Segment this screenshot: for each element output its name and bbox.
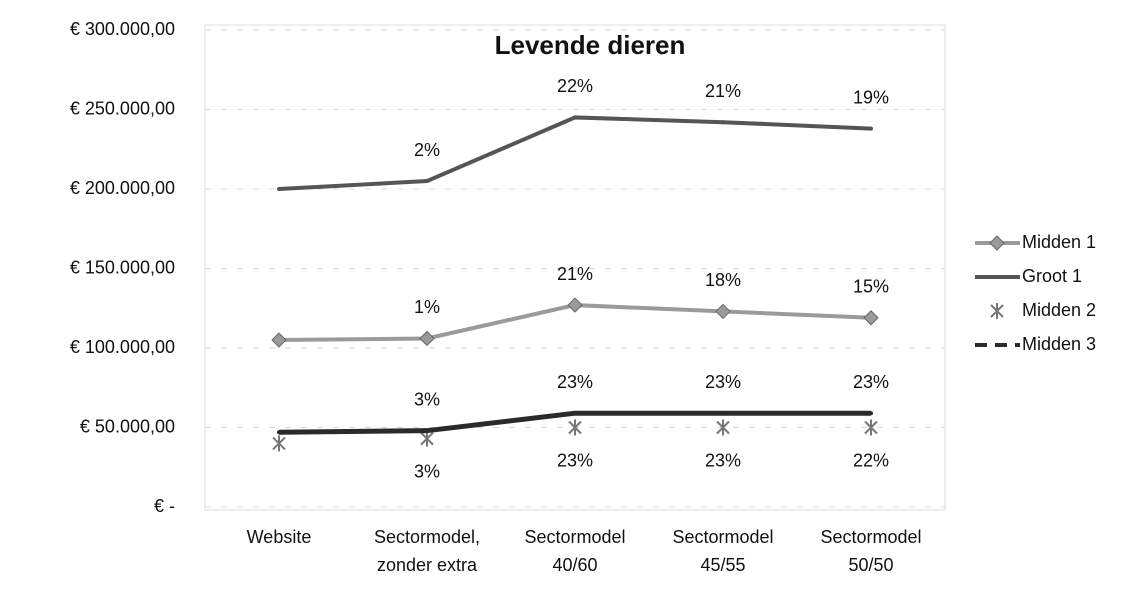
point xyxy=(573,411,577,416)
point xyxy=(721,120,725,125)
data-label: 21% xyxy=(557,264,593,284)
y-tick-label: € 200.000,00 xyxy=(70,178,175,198)
x-tick-label: Sectormodel 40/60 xyxy=(524,527,625,575)
data-label: 23% xyxy=(705,372,741,392)
point xyxy=(425,428,429,433)
data-label: 15% xyxy=(853,277,889,297)
legend-label: Midden 3 xyxy=(1022,334,1096,354)
legend-label: Midden 2 xyxy=(1022,300,1096,320)
point-marker xyxy=(715,303,731,320)
point-marker xyxy=(567,297,583,313)
data-label: 23% xyxy=(853,372,889,392)
point-marker xyxy=(716,419,730,436)
data-label: 21% xyxy=(705,81,741,101)
x-tick-label: Sectormodel 50/50 xyxy=(820,527,921,575)
y-tick-label: € 100.000,00 xyxy=(70,337,175,357)
point-marker xyxy=(419,330,435,347)
point-marker xyxy=(420,430,434,447)
y-tick-label: € 150.000,00 xyxy=(70,257,175,277)
legend-label: Groot 1 xyxy=(1022,266,1082,286)
point xyxy=(573,115,577,120)
legend-label: Midden 1 xyxy=(1022,232,1096,252)
y-tick-label: € 250.000,00 xyxy=(70,98,175,118)
x-tick-label: Sectormodel 45/55 xyxy=(672,527,773,575)
point xyxy=(869,126,873,131)
legend-marker xyxy=(990,303,1004,319)
chart-title: Levende dieren xyxy=(495,30,686,60)
data-label: 23% xyxy=(557,372,593,392)
data-label: 23% xyxy=(705,450,741,470)
data-label: 2% xyxy=(414,140,440,160)
data-label: 23% xyxy=(557,450,593,470)
plot-area xyxy=(204,24,946,511)
data-label: 22% xyxy=(557,76,593,96)
x-tick-label: Sectormodel, zonder extra xyxy=(374,527,480,575)
y-tick-label: € 50.000,00 xyxy=(80,416,175,436)
point-marker xyxy=(863,310,879,326)
point-marker xyxy=(568,419,582,436)
point xyxy=(869,411,873,416)
y-tick-label: € - xyxy=(154,496,175,516)
point xyxy=(721,411,725,416)
data-label: 22% xyxy=(853,450,889,470)
point xyxy=(277,187,281,191)
data-label: 3% xyxy=(414,389,440,409)
point-marker xyxy=(864,419,878,436)
data-label: 3% xyxy=(414,461,440,481)
series-line xyxy=(278,115,872,191)
data-label: 18% xyxy=(705,270,741,290)
y-tick-label: € 300.000,00 xyxy=(70,19,175,39)
point xyxy=(277,430,281,435)
point-marker xyxy=(272,435,286,452)
point xyxy=(425,179,429,184)
data-label: 19% xyxy=(853,87,889,107)
point-marker xyxy=(271,332,287,348)
x-tick-label: Website xyxy=(247,527,312,547)
data-label: 1% xyxy=(414,297,440,317)
legend-marker xyxy=(989,235,1005,251)
